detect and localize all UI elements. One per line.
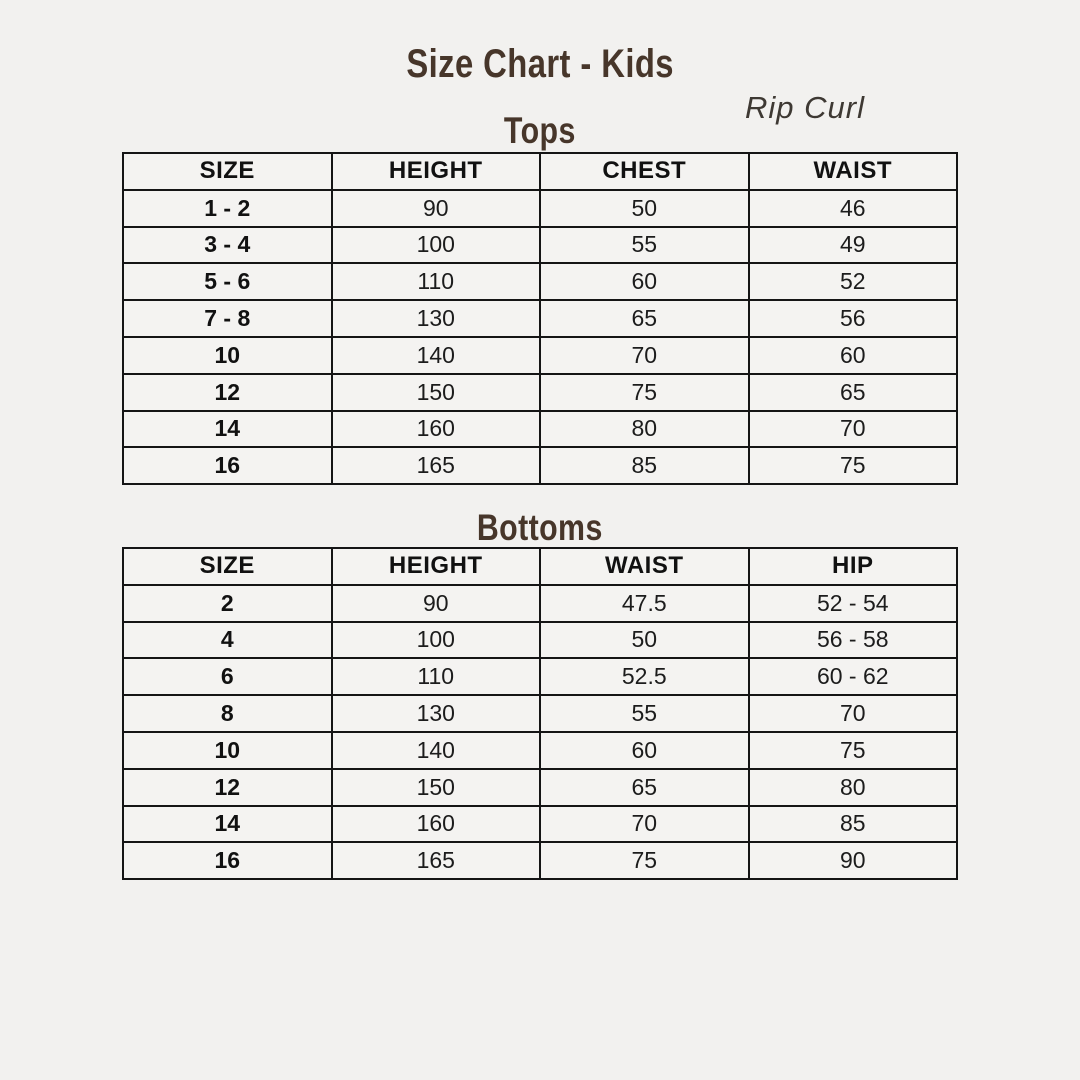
value-cell: 150	[330, 767, 541, 807]
value-cell: 80	[539, 409, 750, 449]
table-row: 10 140 60 75	[122, 730, 958, 770]
value-cell: 52	[747, 262, 958, 302]
table-row: 1 - 2 90 50 46	[122, 188, 958, 228]
value-cell: 56 - 58	[747, 620, 958, 660]
size-cell: 14	[122, 409, 333, 449]
value-cell: 165	[330, 841, 541, 881]
column-header: CHEST	[539, 152, 750, 191]
column-header: HEIGHT	[330, 547, 541, 586]
value-cell: 85	[539, 446, 750, 486]
value-cell: 85	[747, 804, 958, 844]
value-cell: 110	[330, 262, 541, 302]
value-cell: 60	[539, 730, 750, 770]
column-header: SIZE	[122, 547, 333, 586]
size-cell: 12	[122, 767, 333, 807]
tops-size-table: SIZE HEIGHT CHEST WAIST 1 - 2 90 50 46 3 - 4 100 5…	[122, 152, 958, 486]
size-cell: 7 - 8	[122, 299, 333, 338]
table-row: 16 165 75 90	[122, 841, 958, 881]
size-cell: 4	[122, 620, 333, 660]
value-cell: 70	[539, 335, 750, 375]
value-cell: 140	[330, 335, 541, 375]
bottoms-size-table: SIZE HEIGHT WAIST HIP 2 90 47.5 52 - 54 4 100 50 56…	[122, 547, 958, 881]
size-cell: 16	[122, 446, 333, 486]
value-cell: 90	[330, 188, 541, 228]
value-cell: 60 - 62	[747, 657, 958, 697]
value-cell: 70	[747, 694, 958, 733]
value-cell: 70	[539, 804, 750, 844]
value-cell: 50	[539, 188, 750, 228]
table-row: 12 150 65 80	[122, 767, 958, 807]
size-cell: 3 - 4	[122, 225, 333, 265]
size-cell: 6	[122, 657, 333, 697]
size-cell: 8	[122, 694, 333, 733]
table-row: 2 90 47.5 52 - 54	[122, 583, 958, 623]
value-cell: 50	[539, 620, 750, 660]
table-row: 7 - 8 130 65 56	[122, 299, 958, 338]
column-header: HEIGHT	[330, 152, 541, 191]
table-row: 10 140 70 60	[122, 335, 958, 375]
size-cell: 2	[122, 583, 333, 623]
page-title: Size Chart - Kids	[406, 42, 674, 86]
table-row: 14 160 80 70	[122, 409, 958, 449]
value-cell: 160	[330, 409, 541, 449]
value-cell: 55	[539, 225, 750, 265]
table-row: 3 - 4 100 55 49	[122, 225, 958, 265]
value-cell: 75	[747, 446, 958, 486]
column-header: WAIST	[539, 547, 750, 586]
column-header: WAIST	[747, 152, 958, 191]
value-cell: 130	[330, 299, 541, 338]
value-cell: 130	[330, 694, 541, 733]
value-cell: 46	[747, 188, 958, 228]
size-cell: 12	[122, 372, 333, 412]
value-cell: 75	[539, 372, 750, 412]
header-row: SIZE HEIGHT WAIST HIP	[122, 547, 958, 586]
table-row: 5 - 6 110 60 52	[122, 262, 958, 302]
table-row: 4 100 50 56 - 58	[122, 620, 958, 660]
tops-section-heading: Tops	[504, 110, 576, 151]
brand-name: Rip Curl	[745, 90, 865, 125]
value-cell: 47.5	[539, 583, 750, 623]
size-cell: 1 - 2	[122, 188, 333, 228]
column-header: HIP	[747, 547, 958, 586]
value-cell: 80	[747, 767, 958, 807]
value-cell: 140	[330, 730, 541, 770]
value-cell: 52 - 54	[747, 583, 958, 623]
bottoms-section-heading: Bottoms	[477, 507, 603, 548]
value-cell: 90	[330, 583, 541, 623]
table-row: 14 160 70 85	[122, 804, 958, 844]
value-cell: 165	[330, 446, 541, 486]
value-cell: 65	[747, 372, 958, 412]
value-cell: 70	[747, 409, 958, 449]
size-cell: 10	[122, 730, 333, 770]
value-cell: 60	[747, 335, 958, 375]
value-cell: 110	[330, 657, 541, 697]
table-row: 16 165 85 75	[122, 446, 958, 486]
value-cell: 75	[747, 730, 958, 770]
table-row: 6 110 52.5 60 - 62	[122, 657, 958, 697]
value-cell: 49	[747, 225, 958, 265]
value-cell: 100	[330, 620, 541, 660]
value-cell: 52.5	[539, 657, 750, 697]
value-cell: 55	[539, 694, 750, 733]
size-cell: 16	[122, 841, 333, 881]
value-cell: 65	[539, 299, 750, 338]
size-cell: 14	[122, 804, 333, 844]
table-row: 12 150 75 65	[122, 372, 958, 412]
size-cell: 10	[122, 335, 333, 375]
value-cell: 100	[330, 225, 541, 265]
table-row: 8 130 55 70	[122, 694, 958, 733]
value-cell: 160	[330, 804, 541, 844]
value-cell: 75	[539, 841, 750, 881]
size-cell: 5 - 6	[122, 262, 333, 302]
value-cell: 56	[747, 299, 958, 338]
header-row: SIZE HEIGHT CHEST WAIST	[122, 152, 958, 191]
value-cell: 60	[539, 262, 750, 302]
value-cell: 65	[539, 767, 750, 807]
column-header: SIZE	[122, 152, 333, 191]
value-cell: 150	[330, 372, 541, 412]
value-cell: 90	[747, 841, 958, 881]
